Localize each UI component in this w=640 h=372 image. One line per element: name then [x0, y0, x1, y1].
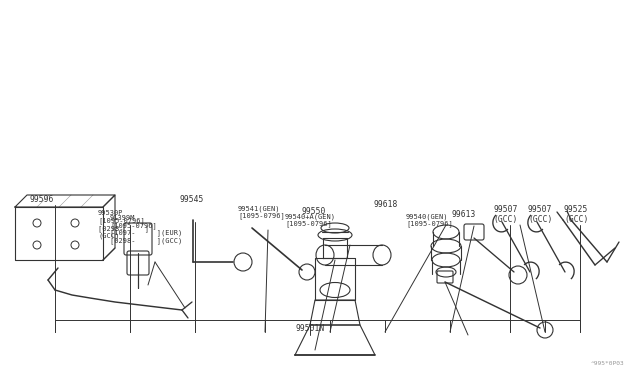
Text: ^995*0P03: ^995*0P03 [591, 361, 625, 366]
Text: 99530P
[1095-0796]
[0298-     ]
(GCC): 99530P [1095-0796] [0298- ] (GCC) [98, 210, 149, 239]
Text: 99507
(GCC): 99507 (GCC) [493, 205, 517, 224]
Text: 99525
(GCC): 99525 (GCC) [564, 205, 588, 224]
Text: 99541(GEN)
[1095-0796]: 99541(GEN) [1095-0796] [238, 205, 285, 219]
Text: 99550: 99550 [302, 207, 326, 216]
Text: 99501N: 99501N [296, 324, 324, 333]
Text: 99540+A(GEN)
[1095-0796]: 99540+A(GEN) [1095-0796] [285, 213, 336, 227]
Text: 99507
(GCC): 99507 (GCC) [528, 205, 552, 224]
Text: 91399M
[1095-0796]
[1097-     ](EUR)
[0298-     ](GCC): 91399M [1095-0796] [1097- ](EUR) [0298- … [110, 215, 182, 244]
Text: 99618: 99618 [373, 200, 397, 209]
Text: 99540(GEN)
[1095-0796]: 99540(GEN) [1095-0796] [406, 213, 452, 227]
Text: 99596: 99596 [30, 195, 54, 204]
Text: 99613: 99613 [452, 210, 476, 219]
Text: 99545: 99545 [180, 195, 204, 204]
